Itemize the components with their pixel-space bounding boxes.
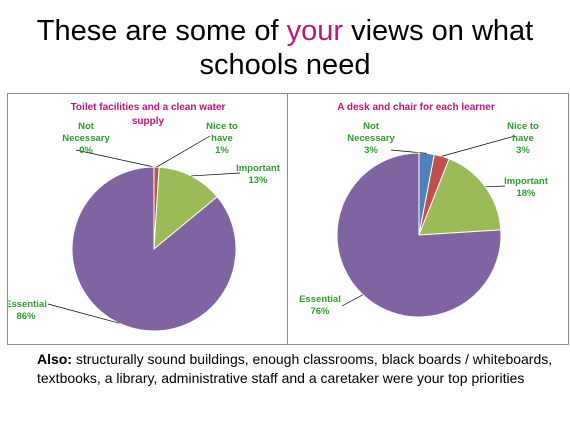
slice-label: have — [211, 133, 233, 144]
slice-label: Nice to — [206, 121, 238, 132]
leader-line — [390, 149, 427, 154]
chart-title-line: Toilet facilities and a clean water — [71, 102, 226, 113]
chart-toilet-facilities: Toilet facilities and a clean water suppl… — [7, 93, 289, 345]
slice-label: Not — [78, 121, 95, 132]
footer-text: Also: structurally sound buildings, enou… — [37, 350, 557, 388]
chart-title-line: supply — [132, 116, 165, 127]
slice-label: Necessary — [347, 133, 395, 144]
slice-label: Essential — [299, 294, 341, 305]
slice-label: Not — [363, 121, 380, 132]
footer-bold: Also: — [37, 351, 72, 367]
pie-chart-svg: A desk and chair for each learner NotNece… — [299, 102, 549, 318]
slice-label: 3% — [364, 145, 378, 156]
leader-line — [341, 294, 364, 307]
slice-label: 1% — [215, 145, 229, 156]
leader-line — [75, 149, 155, 168]
pie-chart-svg: Toilet facilities and a clean water suppl… — [8, 102, 281, 332]
title-part-2: views on what schools need — [199, 15, 534, 81]
pie-slice-essential — [71, 166, 237, 332]
slice-label: Essential — [8, 299, 47, 310]
slice-label: 76% — [310, 306, 330, 317]
slice-label: 3% — [516, 145, 530, 156]
title-highlight: your — [286, 15, 344, 47]
slice-label: 13% — [248, 175, 268, 186]
slice-label: Nice to — [507, 121, 539, 132]
slice-label: 0% — [79, 145, 93, 156]
title-part-1: These are some of — [36, 15, 287, 47]
leader-line — [441, 135, 516, 157]
footer-body: structurally sound buildings, enough cla… — [37, 351, 553, 386]
slice-label: have — [512, 133, 534, 144]
slice-label: 86% — [16, 311, 36, 322]
chart-title-line: A desk and chair for each learner — [337, 102, 495, 113]
slice-label: 18% — [516, 188, 536, 199]
pie-slice-important — [418, 158, 502, 236]
slice-label: Important — [236, 163, 281, 174]
leader-line — [485, 185, 506, 188]
leader-line — [156, 135, 211, 168]
leader-line — [191, 172, 241, 177]
leader-line — [47, 303, 120, 324]
pie-slice-important — [153, 166, 218, 251]
slide-title: These are some of your views on what sch… — [0, 14, 570, 82]
slice-label: Necessary — [62, 133, 110, 144]
slice-label: Important — [504, 176, 549, 187]
chart-desk-and-chair: A desk and chair for each learner Not Nece… — [287, 93, 569, 345]
